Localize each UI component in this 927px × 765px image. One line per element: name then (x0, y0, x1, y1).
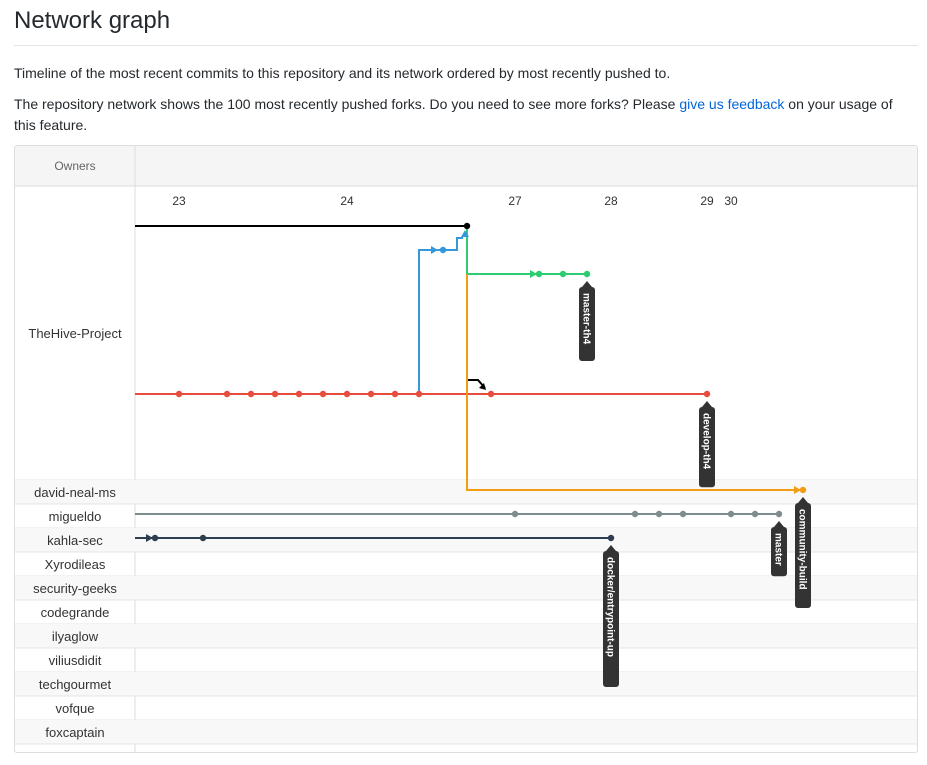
branch-tag-label: master (773, 533, 784, 566)
owner-label[interactable]: ilyaglow (52, 629, 99, 644)
branch-tag-label: docker/entrypoint-up (605, 557, 616, 657)
commit-dot[interactable] (415, 390, 423, 398)
note-text-after: on your usage of this feature. (14, 96, 893, 133)
edge-arrow (461, 230, 469, 237)
commit-dot[interactable] (775, 510, 783, 518)
branch-tag-bg (795, 503, 811, 608)
owner-label[interactable]: foxcaptain (45, 725, 104, 740)
owner-label[interactable]: migueldo (49, 509, 102, 524)
owner-label[interactable]: TheHive-Project (28, 326, 122, 341)
commit-dot[interactable] (199, 534, 207, 542)
owners-header: Owners (54, 159, 95, 173)
owner-row-bg (15, 720, 917, 744)
branch-tag-pointer (774, 521, 784, 527)
date-label: 23 (172, 194, 186, 208)
branch-tag-bg (699, 407, 715, 488)
owner-label[interactable]: security-geeks (33, 581, 117, 596)
edge-arrow (530, 270, 537, 278)
owner-label[interactable]: david-neal-ms (34, 485, 116, 500)
date-label: 28 (604, 194, 618, 208)
date-label: 27 (508, 194, 522, 208)
branch-tag-master-th4[interactable]: master-th4 (579, 281, 595, 361)
branch-tag-bg (771, 527, 787, 577)
commit-dot[interactable] (535, 270, 543, 278)
edge-arrow (479, 383, 486, 390)
network-note: The repository network shows the 100 mos… (14, 94, 918, 136)
branch-tag-pointer (702, 401, 712, 407)
owner-row-bg (15, 576, 917, 600)
commit-dot[interactable] (295, 390, 303, 398)
commit-dot[interactable] (463, 222, 471, 230)
owner-label[interactable]: viliusdidit (49, 653, 102, 668)
commit-dot[interactable] (631, 510, 639, 518)
date-label: 29 (700, 194, 714, 208)
edge-arrow (794, 486, 801, 494)
page-title: Network graph (14, 7, 171, 34)
commit-dot[interactable] (751, 510, 759, 518)
commit-dot[interactable] (679, 510, 687, 518)
date-label: 24 (340, 194, 354, 208)
date-label: 30 (724, 194, 738, 208)
title-divider (14, 45, 918, 46)
owner-label[interactable]: techgourmet (39, 677, 112, 692)
owner-label[interactable]: Xyrodileas (45, 557, 106, 572)
owner-row-bg (15, 672, 917, 696)
owner-row-bg (15, 528, 917, 552)
community-build-line (466, 274, 803, 491)
blue-merge-line (443, 237, 463, 251)
commit-dot[interactable] (343, 390, 351, 398)
commit-dot[interactable] (607, 534, 615, 542)
branch-tag-bg (603, 551, 619, 687)
commit-dot[interactable] (247, 390, 255, 398)
edge-arrow (431, 246, 438, 254)
branch-tag-master[interactable]: master (771, 521, 787, 577)
commit-dot[interactable] (583, 270, 591, 278)
branch-tag-bg (579, 287, 595, 361)
owner-label[interactable]: kahla-sec (47, 533, 103, 548)
network-graph-canvas[interactable]: Owners TheHive-Project david-neal-ms migue… (15, 146, 917, 752)
branch-tag-docker-entrypoint-up[interactable]: docker/entrypoint-up (603, 545, 619, 687)
commit-dot[interactable] (271, 390, 279, 398)
note-text-before: The repository network shows the 100 mos… (14, 96, 680, 112)
commit-dot[interactable] (799, 486, 807, 494)
branch-tag-pointer (606, 545, 616, 551)
feedback-link[interactable]: give us feedback (679, 96, 785, 112)
commit-dot[interactable] (559, 270, 567, 278)
branch-tag-label: community-build (797, 509, 808, 590)
commit-dot[interactable] (439, 246, 447, 254)
owner-label[interactable]: codegrande (41, 605, 110, 620)
master-th4-line (466, 226, 587, 275)
branch-tag-label: master-th4 (581, 293, 592, 345)
commit-dot[interactable] (175, 390, 183, 398)
network-graph-panel[interactable]: Owners TheHive-Project david-neal-ms migue… (14, 145, 918, 753)
branch-tag-develop-th4[interactable]: develop-th4 (699, 401, 715, 488)
commit-dot[interactable] (319, 390, 327, 398)
branch-tag-pointer (582, 281, 592, 287)
merge-line (466, 226, 486, 389)
owner-label[interactable]: vofque (55, 701, 94, 716)
edge-arrow (146, 534, 153, 542)
branch-tag-pointer (798, 497, 808, 503)
commit-dot[interactable] (655, 510, 663, 518)
branch-tag-label: develop-th4 (701, 413, 712, 470)
commit-dot[interactable] (391, 390, 399, 398)
commit-dot[interactable] (367, 390, 375, 398)
commit-dot[interactable] (487, 390, 495, 398)
blue-branch-line (418, 249, 443, 394)
commit-dot[interactable] (511, 510, 519, 518)
commit-dot[interactable] (703, 390, 711, 398)
commit-dot[interactable] (727, 510, 735, 518)
branch-tag-community-build[interactable]: community-build (795, 497, 811, 608)
intro-text: Timeline of the most recent commits to t… (14, 65, 671, 81)
commit-dot[interactable] (151, 534, 159, 542)
graph-header (15, 146, 917, 186)
owner-row-bg (15, 624, 917, 648)
commit-dot[interactable] (223, 390, 231, 398)
